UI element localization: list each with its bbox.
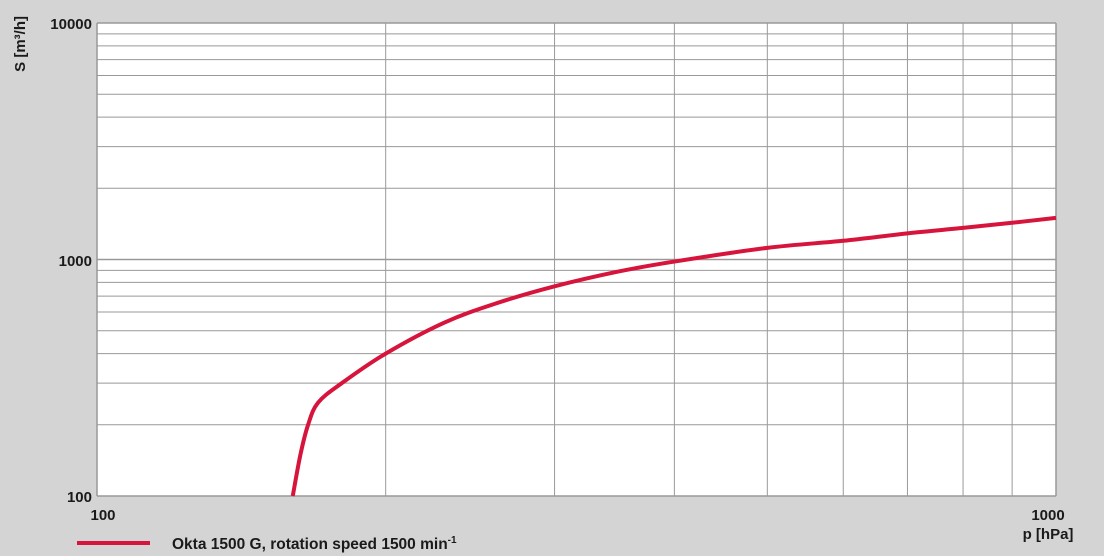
y-axis-label: S [m³/h] bbox=[12, 16, 29, 72]
series-line-0 bbox=[290, 215, 1057, 497]
legend-label-superscript: -1 bbox=[448, 535, 457, 546]
y-tick-label-100: 100 bbox=[67, 489, 92, 506]
y-tick-label-10000: 10000 bbox=[50, 16, 92, 33]
x-tick-label-1000: 1000 bbox=[1031, 507, 1064, 524]
y-tick-label-1000: 1000 bbox=[59, 253, 92, 270]
legend-label-main: Okta 1500 G, rotation speed 1500 min bbox=[172, 536, 448, 553]
series-layer bbox=[290, 215, 1057, 497]
grid bbox=[96, 22, 1057, 497]
tick-labels: 100 1000 10000 100 1000 bbox=[50, 16, 1064, 524]
x-axis-label: p [hPa] bbox=[1023, 526, 1074, 543]
legend: Okta 1500 G, rotation speed 1500 min-1 bbox=[77, 535, 457, 553]
legend-label: Okta 1500 G, rotation speed 1500 min-1 bbox=[172, 535, 457, 553]
x-tick-label-100: 100 bbox=[90, 507, 115, 524]
